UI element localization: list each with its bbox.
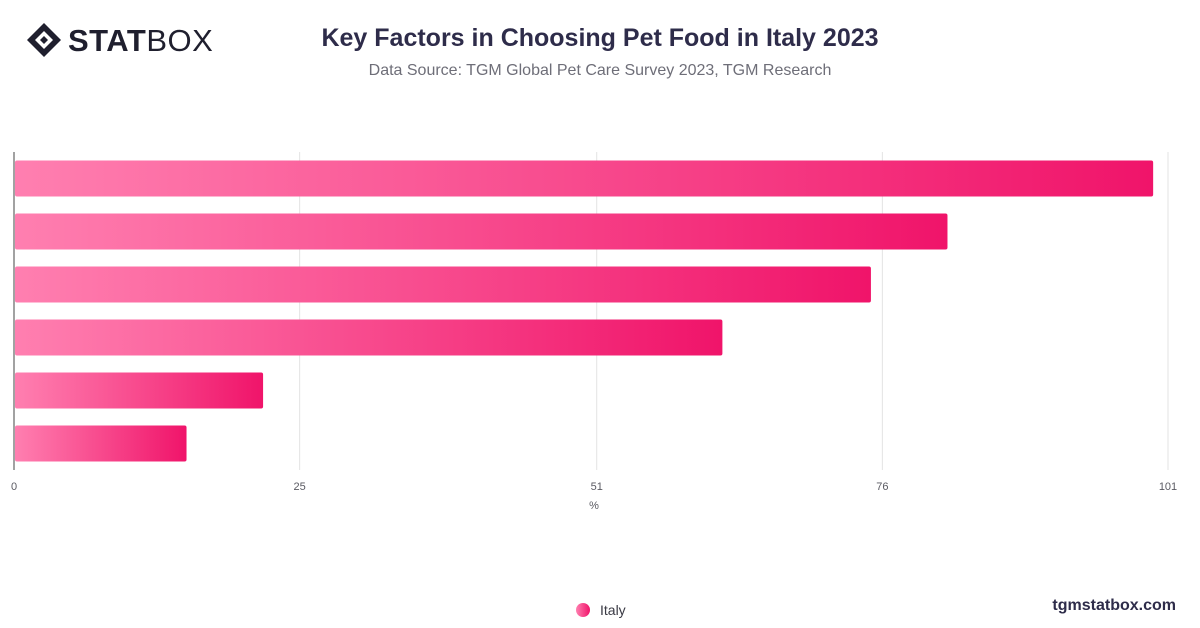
x-tick-label: 25 (294, 481, 306, 493)
statbox-logo: STATBOX (26, 20, 213, 60)
chart-subtitle: Data Source: TGM Global Pet Care Survey … (368, 62, 832, 79)
x-tick-label: 0 (11, 481, 17, 493)
x-axis-label: % (589, 500, 599, 512)
bar[interactable] (15, 372, 264, 409)
bar[interactable] (15, 319, 723, 356)
chart-title: Key Factors in Choosing Pet Food in Ital… (321, 24, 879, 52)
x-tick-label: 76 (876, 481, 888, 493)
logo-text-bold: STAT (68, 22, 147, 58)
bar[interactable] (15, 425, 187, 462)
legend-label: Italy (600, 602, 626, 618)
legend-swatch-icon (576, 603, 590, 617)
diamond-logo-icon (27, 23, 61, 57)
legend[interactable]: Italy (576, 602, 626, 618)
logo-text: STATBOX (68, 25, 213, 56)
x-tick-label: 51 (591, 481, 603, 493)
x-tick-labels: 0 25 51 76 101 (11, 481, 1177, 493)
bar[interactable] (15, 213, 948, 250)
logo-text-light: BOX (146, 22, 214, 58)
watermark: tgmstatbox.com (1052, 597, 1176, 614)
x-tick-label: 101 (1159, 481, 1177, 493)
grid-lines (299, 152, 1169, 470)
bar[interactable] (15, 266, 871, 303)
bars (15, 160, 1154, 462)
bar-chart: 0 25 51 76 101 % (11, 152, 1177, 512)
bar[interactable] (15, 160, 1154, 197)
